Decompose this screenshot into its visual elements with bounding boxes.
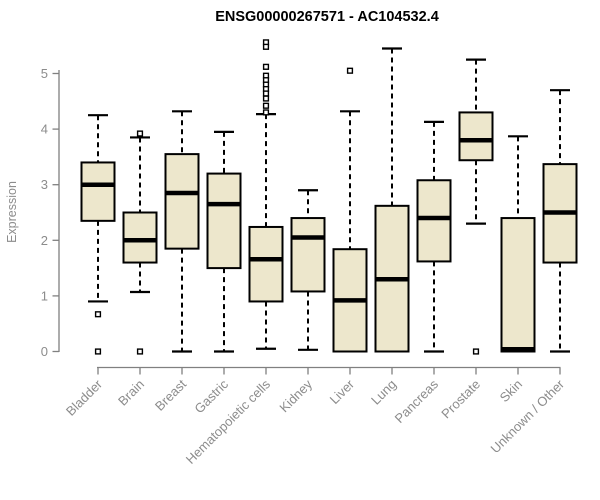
boxplot-liver: [332, 67, 368, 353]
outlier-point: [136, 130, 144, 137]
boxplot-unknown-other: [542, 89, 578, 353]
outlier-point: [262, 63, 270, 70]
boxplot-gastric: [206, 130, 242, 353]
boxplots: [80, 39, 578, 355]
y-tick-label: 5: [41, 66, 48, 81]
y-tick-label: 4: [41, 122, 48, 137]
x-tick-label: Prostate: [438, 377, 483, 422]
x-tick-label: Lung: [368, 377, 399, 408]
x-tick-label: Skin: [497, 377, 525, 405]
outlier-point: [262, 95, 270, 102]
y-tick-label: 3: [41, 177, 48, 192]
boxplot-prostate: [458, 58, 494, 355]
outlier-point: [136, 348, 144, 355]
outlier-point: [262, 90, 270, 97]
boxplot-breast: [164, 110, 200, 353]
outlier-point: [346, 67, 354, 74]
outlier-point: [262, 102, 270, 109]
chart-title: ENSG00000267571 - AC104532.4: [215, 9, 439, 25]
y-tick-label: 2: [41, 233, 48, 248]
outlier-point: [262, 43, 270, 50]
x-tick-label: Gastric: [191, 376, 231, 416]
outlier-point: [262, 109, 270, 116]
y-tick-label: 1: [41, 288, 48, 303]
y-tick-label: 0: [41, 344, 48, 359]
y-axis-label: Expression: [5, 181, 19, 243]
outlier-point: [94, 348, 102, 355]
outlier-point: [472, 348, 480, 355]
y-axis: 0 1 2 3 4 5: [41, 66, 60, 359]
x-tick-label: Liver: [327, 376, 358, 407]
x-tick-label: Kidney: [276, 376, 315, 415]
boxplot-pancreas: [416, 120, 452, 353]
outlier-point: [94, 311, 102, 318]
boxplot-hematopoietic-cells: [248, 39, 284, 350]
x-tick-label: Brain: [115, 377, 147, 409]
x-tick-label: Unknown / Other: [488, 376, 568, 456]
boxplot-skin: [500, 135, 536, 353]
x-tick-label: Bladder: [63, 376, 106, 419]
boxplot-lung: [374, 47, 410, 353]
x-tick-label: Breast: [152, 376, 189, 413]
boxplot-bladder: [80, 114, 116, 355]
boxplot-brain: [122, 130, 158, 355]
boxplot-kidney: [290, 189, 326, 351]
x-tick-label: Pancreas: [392, 376, 442, 426]
